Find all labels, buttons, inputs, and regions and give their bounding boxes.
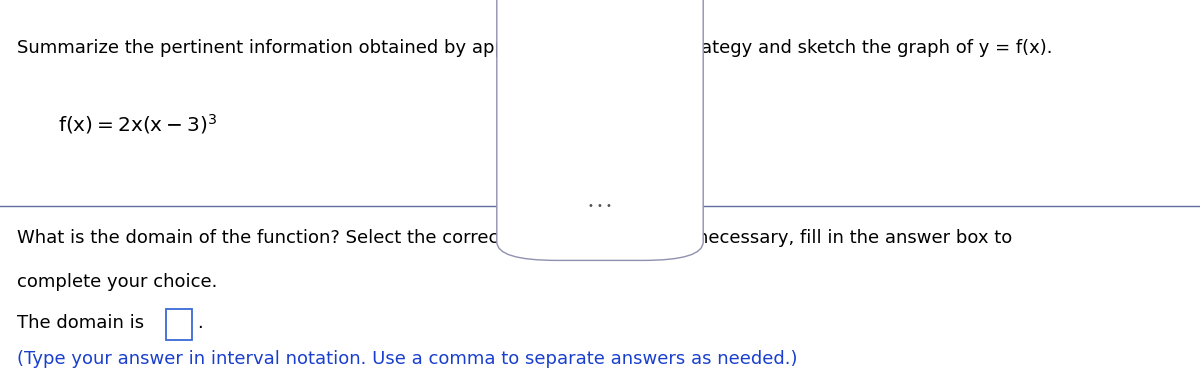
Text: $\mathregular{f(x) = 2x(x-3)^3}$: $\mathregular{f(x) = 2x(x-3)^3}$ xyxy=(58,112,217,135)
Text: .: . xyxy=(197,314,203,332)
Text: (Type your answer in interval notation. Use a comma to separate answers as neede: (Type your answer in interval notation. … xyxy=(17,350,797,368)
Text: Summarize the pertinent information obtained by applying the graphing strategy a: Summarize the pertinent information obta… xyxy=(17,39,1052,57)
Text: complete your choice.: complete your choice. xyxy=(17,273,217,291)
Text: • • •: • • • xyxy=(588,202,612,211)
Text: What is the domain of the function? Select the correct choice below and, if nece: What is the domain of the function? Sele… xyxy=(17,229,1012,247)
Text: The domain is: The domain is xyxy=(17,314,144,332)
